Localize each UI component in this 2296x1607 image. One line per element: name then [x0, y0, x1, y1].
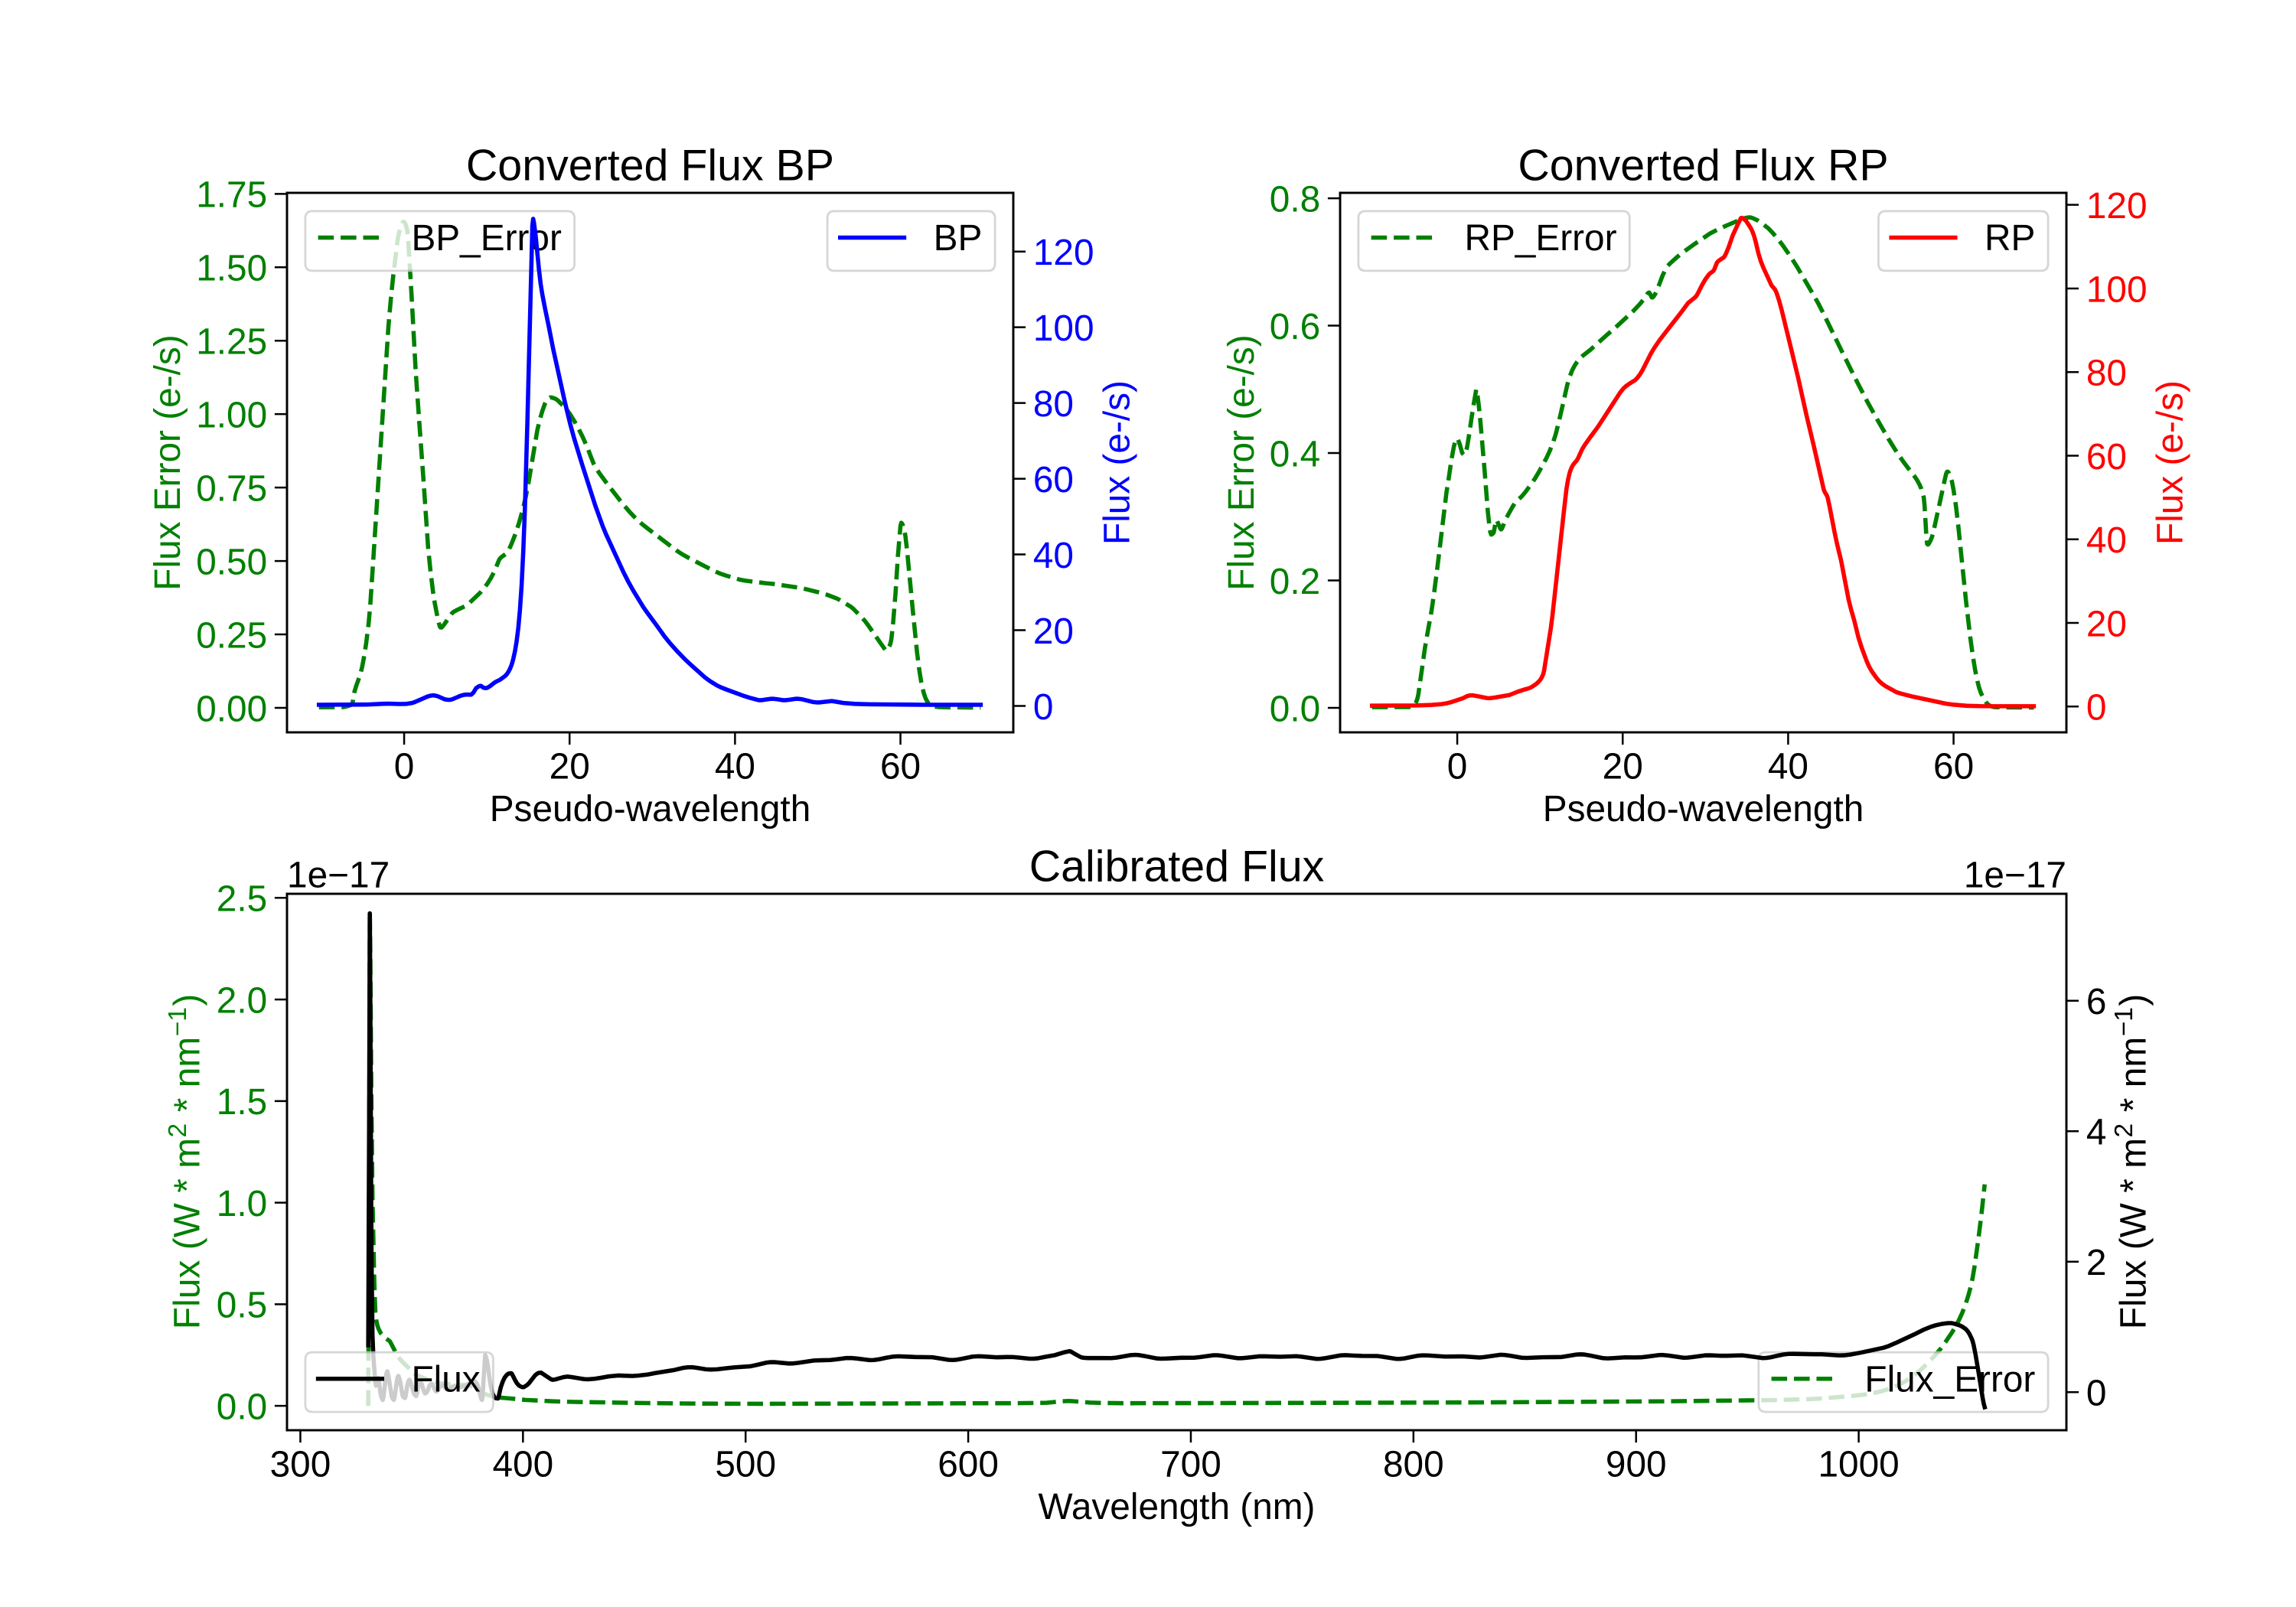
svg-text:0: 0 [394, 746, 415, 787]
svg-text:Converted Flux RP: Converted Flux RP [1518, 141, 1888, 190]
svg-text:0.50: 0.50 [196, 542, 267, 582]
svg-text:40: 40 [2086, 520, 2127, 561]
svg-text:Flux (e-/s): Flux (e-/s) [2150, 380, 2190, 545]
svg-text:Wavelength (nm): Wavelength (nm) [1039, 1487, 1316, 1527]
svg-text:1.0: 1.0 [217, 1184, 267, 1224]
svg-text:Flux Error (e-/s): Flux Error (e-/s) [148, 334, 188, 590]
svg-text:Calibrated Flux: Calibrated Flux [1029, 842, 1325, 891]
svg-text:0: 0 [1033, 687, 1054, 728]
svg-text:0.4: 0.4 [1270, 434, 1320, 474]
svg-text:1000: 1000 [1818, 1444, 1899, 1485]
svg-text:RP_Error: RP_Error [1464, 218, 1616, 259]
svg-text:20: 20 [1603, 746, 1643, 787]
svg-text:80: 80 [1033, 384, 1074, 425]
svg-text:20: 20 [1033, 611, 1074, 652]
svg-text:Flux Error (e-/s): Flux Error (e-/s) [1221, 334, 1262, 590]
svg-text:80: 80 [2086, 354, 2127, 394]
svg-text:60: 60 [1033, 460, 1074, 500]
svg-text:1.75: 1.75 [196, 175, 267, 216]
svg-text:20: 20 [550, 746, 590, 787]
svg-text:F l u x: F l u x ( W * m * n m ) 2 − 1 [156, 984, 207, 1329]
svg-text:600: 600 [938, 1444, 999, 1485]
svg-text:0: 0 [2086, 1374, 2107, 1414]
svg-text:4: 4 [2086, 1113, 2107, 1153]
svg-text:Converted Flux BP: Converted Flux BP [466, 141, 834, 190]
svg-text:Flux (e-/s): Flux (e-/s) [1097, 380, 1137, 545]
svg-text:100: 100 [2086, 269, 2148, 310]
svg-text:0: 0 [2086, 688, 2107, 729]
svg-text:2.0: 2.0 [217, 980, 267, 1021]
svg-text:60: 60 [2086, 437, 2127, 478]
svg-text:120: 120 [1033, 233, 1094, 273]
svg-text:40: 40 [1033, 536, 1074, 576]
svg-text:2: 2 [2086, 1243, 2107, 1283]
svg-text:40: 40 [1768, 746, 1808, 787]
svg-text:0.5: 0.5 [217, 1286, 267, 1326]
svg-text:0.8: 0.8 [1270, 179, 1320, 220]
svg-text:20: 20 [2086, 604, 2127, 644]
svg-text:60: 60 [1933, 746, 1974, 787]
svg-text:0.00: 0.00 [196, 689, 267, 729]
svg-text:1.00: 1.00 [196, 395, 267, 435]
svg-text:0.2: 0.2 [1270, 562, 1320, 602]
svg-text:Flux: Flux [411, 1359, 480, 1400]
svg-text:100: 100 [1033, 308, 1094, 349]
svg-text:Flux_Error: Flux_Error [1864, 1359, 2035, 1400]
svg-text:0.0: 0.0 [217, 1387, 267, 1427]
svg-text:0.25: 0.25 [196, 615, 267, 656]
svg-text:120: 120 [2086, 186, 2148, 227]
svg-text:700: 700 [1160, 1444, 1221, 1485]
svg-text:Pseudo-wavelength: Pseudo-wavelength [490, 789, 811, 830]
svg-text:0.6: 0.6 [1270, 307, 1320, 347]
svg-text:500: 500 [715, 1444, 776, 1485]
svg-text:1e−17: 1e−17 [287, 856, 390, 896]
svg-text:1.50: 1.50 [196, 249, 267, 289]
svg-text:BP: BP [934, 218, 983, 259]
svg-text:0: 0 [1447, 746, 1468, 787]
svg-text:RP: RP [1985, 218, 2035, 259]
svg-text:800: 800 [1383, 1444, 1444, 1485]
svg-text:6: 6 [2086, 982, 2107, 1022]
svg-text:0.0: 0.0 [1270, 689, 1320, 729]
svg-text:40: 40 [715, 746, 755, 787]
svg-text:1e−17: 1e−17 [1964, 856, 2066, 896]
svg-text:Pseudo-wavelength: Pseudo-wavelength [1543, 789, 1864, 830]
svg-text:400: 400 [492, 1444, 553, 1485]
svg-text:2.5: 2.5 [217, 879, 267, 920]
svg-text:1.5: 1.5 [217, 1082, 267, 1123]
svg-text:F l u x: F l u x ( W * m * n m ) 2 − 1 [2102, 984, 2154, 1329]
svg-text:1.25: 1.25 [196, 322, 267, 363]
svg-text:900: 900 [1606, 1444, 1667, 1485]
svg-text:60: 60 [880, 746, 921, 787]
svg-text:0.75: 0.75 [196, 468, 267, 509]
svg-text:300: 300 [270, 1444, 331, 1485]
